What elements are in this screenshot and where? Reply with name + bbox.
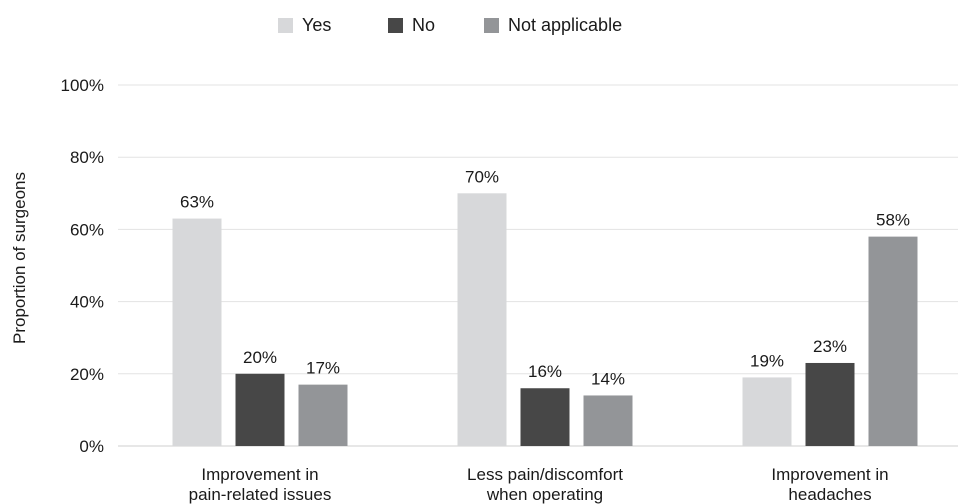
category-label-2-line-1: Less pain/discomfort xyxy=(467,465,623,484)
category-label-1-line-2: pain-related issues xyxy=(189,485,332,504)
chart-legend: Yes No Not applicable xyxy=(0,14,958,38)
bar-2-yes xyxy=(457,193,507,446)
bar-1-no xyxy=(235,373,285,446)
y-tick-label-0: 0% xyxy=(79,437,104,456)
legend-item-yes: Yes xyxy=(278,14,331,36)
data-label-3-no: 23% xyxy=(813,337,847,356)
bar-1-yes xyxy=(172,218,222,446)
data-label-1-no: 20% xyxy=(243,348,277,367)
legend-swatch-no xyxy=(388,17,403,33)
y-tick-label-100: 100% xyxy=(61,76,104,95)
category-label-2-line-2: when operating xyxy=(486,485,603,504)
data-label-3-yes: 19% xyxy=(750,351,784,370)
legend-swatch-not-applicable xyxy=(484,17,499,33)
bar-3-yes xyxy=(742,377,792,446)
bar-2-not-applicable xyxy=(583,395,633,446)
legend-item-no: No xyxy=(388,14,435,36)
data-label-1-yes: 63% xyxy=(180,193,214,212)
y-axis-title: Proportion of surgeons xyxy=(10,172,29,344)
bar-2-no xyxy=(520,388,570,446)
bar-1-not-applicable xyxy=(298,384,348,446)
bar-3-not-applicable xyxy=(868,236,918,446)
y-tick-label-80: 80% xyxy=(70,148,104,167)
legend-label-yes: Yes xyxy=(302,15,332,35)
y-tick-label-60: 60% xyxy=(70,220,104,239)
legend-swatch-yes xyxy=(278,17,293,33)
category-label-1-line-1: Improvement in xyxy=(201,465,318,484)
data-label-2-no: 16% xyxy=(528,362,562,381)
category-label-3-line-1: Improvement in xyxy=(771,465,888,484)
legend-label-not-applicable: Not applicable xyxy=(508,15,623,35)
y-tick-label-40: 40% xyxy=(70,293,104,312)
y-tick-label-20: 20% xyxy=(70,365,104,384)
data-label-2-not-applicable: 14% xyxy=(591,369,625,388)
data-label-1-not-applicable: 17% xyxy=(306,359,340,378)
data-label-3-not-applicable: 58% xyxy=(876,211,910,230)
legend-label-no: No xyxy=(412,15,436,35)
legend-item-not-applicable: Not applicable xyxy=(484,14,622,36)
category-label-3-line-2: headaches xyxy=(788,485,871,504)
data-label-2-yes: 70% xyxy=(465,167,499,186)
bar-3-no xyxy=(805,362,855,446)
